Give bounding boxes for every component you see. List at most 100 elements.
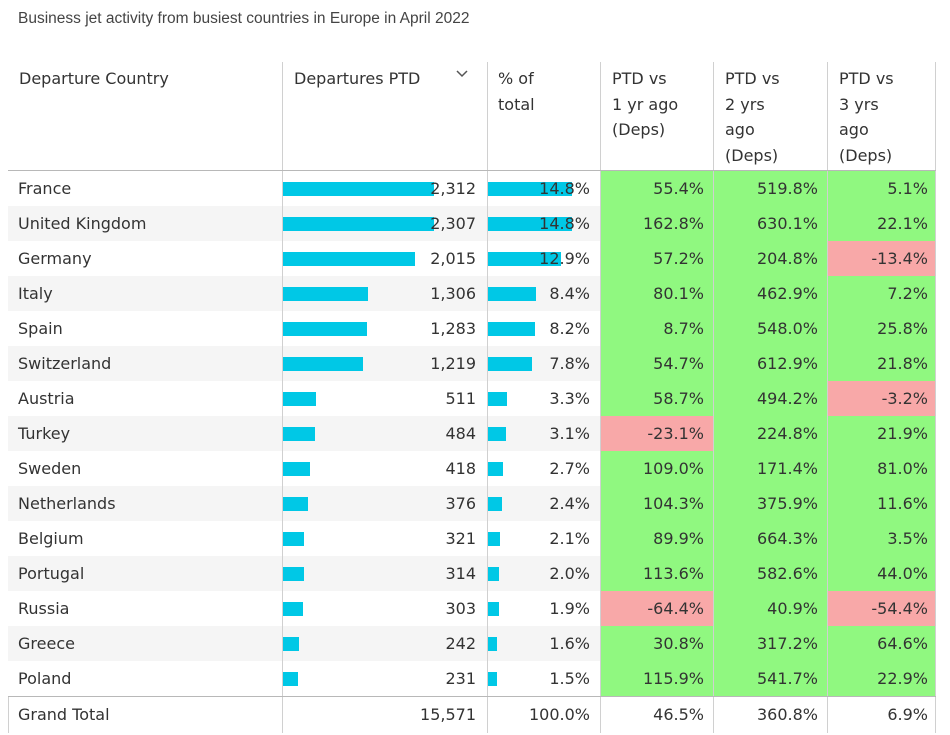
delta-cell-y2 [714,521,828,556]
total-departures: 15,571 [420,705,476,724]
column-divider [487,62,488,733]
pct-bar [488,497,502,511]
departures-value: 231 [445,669,476,688]
delta-cell-y2 [714,276,828,311]
pct-value: 7.8% [549,354,590,373]
header-ptd-vs-3yrs[interactable]: PTD vs 3 yrs ago (Deps) [839,69,894,165]
departures-bar [283,567,304,581]
delta-cell-y1 [601,346,714,381]
country-name: France [18,179,72,198]
delta-cell-y3 [828,521,936,556]
y3-value: 11.6% [877,494,928,513]
y3-value: -54.4% [871,599,928,618]
y1-value: -23.1% [647,424,704,443]
country-name: Poland [18,669,72,688]
y3-value: 3.5% [887,529,928,548]
y1-value: 109.0% [642,459,704,478]
delta-cell-y3 [828,661,936,696]
country-name: Belgium [18,529,84,548]
y1-value: 57.2% [653,249,704,268]
header-ptd-vs-2yrs[interactable]: PTD vs 2 yrs ago (Deps) [725,69,780,165]
departures-bar [283,217,434,231]
departures-value: 242 [445,634,476,653]
departures-value: 511 [445,389,476,408]
country-name: Austria [18,389,75,408]
delta-cell-y3 [828,451,936,486]
header-ptd-vs-1yr[interactable]: PTD vs 1 yr ago (Deps) [612,69,679,139]
pct-value: 2.0% [549,564,590,583]
y3-value: 25.8% [877,319,928,338]
y3-value: 7.2% [887,284,928,303]
departures-value: 2,312 [430,179,476,198]
y1-value: 104.3% [642,494,704,513]
table-row: Italy 1,306 8.4% 80.1% 462.9% 7.2% [8,276,936,311]
column-divider [8,697,9,733]
y3-value: 5.1% [887,179,928,198]
delta-cell-y3 [828,311,936,346]
y3-value: -13.4% [871,249,928,268]
table-row: United Kingdom 2,307 14.8% 162.8% 630.1% 22.1… [8,206,936,241]
departures-bar [283,602,303,616]
delta-cell-y1 [601,416,714,451]
total-y2: 360.8% [756,705,818,724]
delta-cell-y2 [714,556,828,591]
y3-value: 21.8% [877,354,928,373]
chevron-down-icon[interactable] [456,70,468,78]
country-name: Russia [18,599,70,618]
pct-value: 1.9% [549,599,590,618]
delta-cell-y2 [714,451,828,486]
pct-bar [488,532,500,546]
header-divider [8,170,936,171]
delta-cell-y1 [601,626,714,661]
pct-bar [488,322,535,336]
departures-value: 1,306 [430,284,476,303]
departures-bar [283,182,434,196]
y3-value: 22.1% [877,214,928,233]
table-row: Switzerland 1,219 7.8% 54.7% 612.9% 21.8% [8,346,936,381]
y1-value: 58.7% [653,389,704,408]
delta-cell-y1 [601,311,714,346]
y1-value: 113.6% [642,564,704,583]
country-name: Germany [18,249,92,268]
delta-cell-y3 [828,171,936,206]
y1-value: 30.8% [653,634,704,653]
table-row: Netherlands 376 2.4% 104.3% 375.9% 11.6% [8,486,936,521]
header-pct-total[interactable]: % of total [498,69,535,114]
y2-value: 541.7% [756,669,818,688]
header-departures-ptd[interactable]: Departures PTD [294,69,421,88]
column-divider [935,62,936,733]
y3-value: 22.9% [877,669,928,688]
departures-value: 376 [445,494,476,513]
total-label: Grand Total [18,705,110,724]
pct-bar [488,392,507,406]
pct-value: 1.5% [549,669,590,688]
pct-value: 2.7% [549,459,590,478]
header-departure-country[interactable]: Departure Country [19,69,169,88]
delta-cell-y2 [714,311,828,346]
delta-cell-y2 [714,591,828,626]
delta-cell-y1 [601,381,714,416]
table-row: France 2,312 14.8% 55.4% 519.8% 5.1% [8,171,936,206]
departures-bar [283,532,304,546]
pct-bar [488,357,533,371]
table-row: Belgium 321 2.1% 89.9% 664.3% 3.5% [8,521,936,556]
delta-cell-y1 [601,206,714,241]
y2-value: 494.2% [756,389,818,408]
table-row: Poland 231 1.5% 115.9% 541.7% 22.9% [8,661,936,696]
table-row: Greece 242 1.6% 30.8% 317.2% 64.6% [8,626,936,661]
pct-value: 3.1% [549,424,590,443]
pct-bar [488,567,500,581]
country-name: Netherlands [18,494,116,513]
pct-value: 8.4% [549,284,590,303]
pct-bar [488,182,572,196]
column-divider [713,62,714,733]
departures-value: 1,283 [430,319,476,338]
departures-bar [283,252,415,266]
grand-total-row: Grand Total 15,571 100.0% 46.5% 360.8% 6… [8,697,936,733]
y2-value: 462.9% [756,284,818,303]
y2-value: 548.0% [756,319,818,338]
delta-cell-y1 [601,556,714,591]
delta-cell-y3 [828,626,936,661]
column-divider [827,62,828,733]
y1-value: 162.8% [642,214,704,233]
